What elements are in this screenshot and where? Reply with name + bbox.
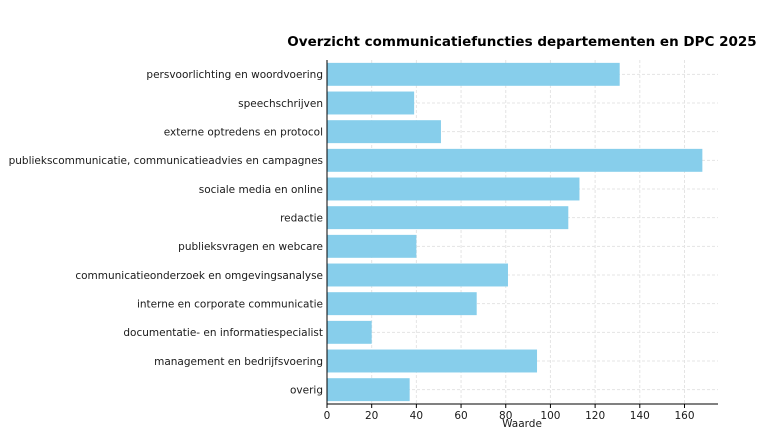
category-label: interne en corporate communicatie xyxy=(137,298,323,310)
category-label: redactie xyxy=(280,212,323,224)
x-tick-label: 80 xyxy=(499,410,512,422)
category-label: communicatieonderzoek en omgevingsanalys… xyxy=(75,270,323,282)
category-label: management en bedrijfsvoering xyxy=(154,356,323,368)
x-tick-label: 120 xyxy=(585,410,605,422)
category-label: persvoorlichting en woordvoering xyxy=(146,69,323,81)
chart-title: Overzicht communicatiefuncties departeme… xyxy=(287,34,756,50)
x-tick-label: 0 xyxy=(324,410,331,422)
category-label: externe optredens en protocol xyxy=(164,126,323,138)
x-tick-label: 40 xyxy=(410,410,423,422)
x-tick-label: 140 xyxy=(630,410,650,422)
bar xyxy=(327,263,508,287)
category-label: overig xyxy=(290,384,323,396)
category-label: sociale media en online xyxy=(199,184,323,196)
bar xyxy=(327,206,569,230)
category-label: publiekscommunicatie, communicatieadvies… xyxy=(9,155,323,167)
category-label: publieksvragen en webcare xyxy=(178,241,323,253)
x-axis: 0 20 40 60 80 100 120 140 160 xyxy=(324,60,718,422)
bar xyxy=(327,62,620,86)
bar xyxy=(327,120,441,144)
bar xyxy=(327,349,538,373)
bar xyxy=(327,320,372,344)
bar xyxy=(327,91,415,115)
bar xyxy=(327,292,477,316)
bar xyxy=(327,234,417,258)
x-tick-label: 60 xyxy=(454,410,467,422)
category-labels: persvoorlichting en woordvoering speechsc… xyxy=(9,69,323,396)
x-axis-label: Waarde xyxy=(502,418,542,427)
category-label: documentatie- en informatiespecialist xyxy=(123,327,323,339)
x-tick-label: 100 xyxy=(540,410,560,422)
bar xyxy=(327,378,410,402)
x-tick-label: 20 xyxy=(365,410,378,422)
category-label: speechschrijven xyxy=(238,98,323,110)
bars xyxy=(327,62,703,402)
x-tick-label: 160 xyxy=(674,410,694,422)
bar xyxy=(327,177,580,201)
bar xyxy=(327,148,703,172)
